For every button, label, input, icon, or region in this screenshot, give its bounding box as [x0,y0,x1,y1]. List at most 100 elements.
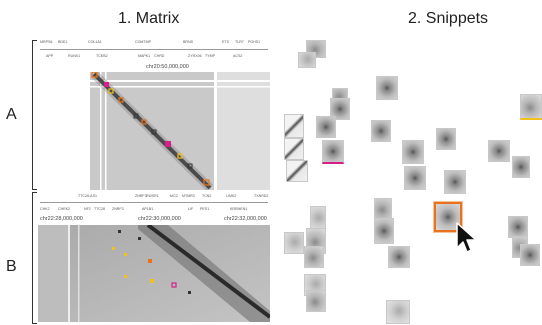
snippet-thumbnail[interactable] [376,76,398,100]
gene-label: ZNRF3 [112,207,124,211]
gene-label: TYMP [205,54,215,58]
snippet-thumbnail[interactable] [374,218,394,244]
marker-orange [203,179,210,186]
snippet-thumbnail[interactable] [436,128,456,150]
snippet-thumbnail[interactable] [508,216,528,238]
marker-yellow [177,153,183,159]
snippet-thumbnail[interactable] [488,140,510,162]
gene-label: TCN2 [202,194,212,198]
gene-label: ZNRF3 [135,194,147,198]
snippet-thumbnail[interactable] [284,114,304,138]
snippet-thumbnail[interactable] [402,140,424,164]
gene-label: MTMR3 [182,194,195,198]
row-label-a: A [6,106,17,123]
row-b-bracket [32,192,37,324]
heatmap-a[interactable] [38,72,270,190]
snippet-thumbnail-selected[interactable] [434,202,462,232]
marker-dark [118,230,121,233]
gap-line [90,86,270,88]
gene-label: TTC28-AS1 [78,194,97,198]
coordinate-label: chr22:32,000,000 [224,216,267,222]
marker-pink [104,82,109,87]
marker-dark [188,291,191,294]
snippet-thumbnail[interactable] [520,244,540,266]
snippet-thumbnail[interactable] [286,160,308,182]
gene-label: CHEK2 [58,207,70,211]
gap-line [214,72,217,190]
snippet-thumbnail[interactable] [330,98,350,120]
arrow-cursor-icon [456,222,477,253]
gene-label: MAPK1 [138,54,151,58]
gene-label: APP [46,54,54,58]
marker-yellow [150,279,154,283]
snippet-thumbnail[interactable] [386,300,410,324]
gene-label: TLR7 [235,40,244,44]
matrix-heading: 1. Matrix [118,10,180,27]
marker-yellow [124,275,127,278]
gene-label: PGHS1 [248,40,261,44]
gene-label: MRPS6 [40,40,53,44]
gap-line [68,225,70,322]
gene-track-axis [40,202,268,203]
snippet-thumbnail[interactable] [512,156,530,178]
marker-dark [133,113,139,119]
snippet-thumbnail[interactable] [284,232,304,254]
gene-label: NF2 [84,207,91,211]
marker-dark [187,163,193,169]
marker-orange [118,97,124,103]
marker-pink [165,141,171,147]
gene-label: MCC [170,194,179,198]
matrix-diagonal [146,225,270,319]
snippet-thumbnail[interactable] [520,94,542,120]
snippets-panel[interactable] [276,36,542,325]
snippet-thumbnail[interactable] [284,138,304,160]
gene-label: COMTMP [135,40,151,44]
coordinate-label: chr20:50,000,000 [146,64,189,70]
snippet-thumbnail[interactable] [388,246,410,268]
gene-label: CHRD [154,54,165,58]
marker-yellow [108,88,114,94]
marker-pink [171,282,177,288]
gene-label: CHK2 [40,207,50,211]
gene-label: TXNRD2 [254,194,269,198]
heatmap-side-region [38,225,68,322]
snippet-thumbnail[interactable] [298,52,316,68]
heatmap-side-region [216,72,270,190]
heatmap-b[interactable] [38,225,270,322]
gene-label: TCEB2 [96,54,108,58]
gap-line [90,80,270,82]
marker-dark [138,237,141,240]
snippets-heading: 2. Snippets [408,10,489,27]
gene-label: BDE1 [58,40,68,44]
marker-orange [141,119,147,125]
gene-label: LIF [188,207,194,211]
snippet-thumbnail[interactable] [304,246,324,268]
marker-orange [148,259,152,263]
marker-yellow [124,253,127,256]
snippet-thumbnail[interactable] [322,140,344,164]
snippet-thumbnail[interactable] [306,290,326,312]
matrix-panel-a[interactable]: MRPS6 BDE1 COL1A1 COMTMP BRND ETS TLR7 P… [38,40,270,190]
marker-orange [91,72,98,78]
snippet-thumbnail[interactable] [371,120,391,142]
gene-label: ACS2 [233,54,243,58]
row-label-b: B [6,258,17,275]
snippet-thumbnail[interactable] [444,170,466,194]
marker-yellow [112,247,115,250]
gene-label: PES1 [200,207,210,211]
matrix-panel-b[interactable]: TTC28-AS1 ZNRF3 EWSR1 MCC MTMR3 TCN2 LIM… [38,192,270,322]
gene-label: ZYRX06 [188,54,202,58]
gene-label: TTC28 [94,207,105,211]
gene-label: ETS [222,40,229,44]
gene-label: AP1B1 [142,207,154,211]
snippet-thumbnail[interactable] [404,166,426,190]
snippet-thumbnail[interactable] [374,198,392,220]
marker-dark [151,129,157,135]
gene-label: RUNX1 [68,54,81,58]
gene-label: EWSR1 [146,194,159,198]
gene-track-axis [40,49,268,50]
gene-label: KREMEN1 [230,207,248,211]
diagonal-band [138,225,270,322]
gene-label: LIMK2 [226,194,237,198]
snippet-thumbnail[interactable] [316,116,336,138]
